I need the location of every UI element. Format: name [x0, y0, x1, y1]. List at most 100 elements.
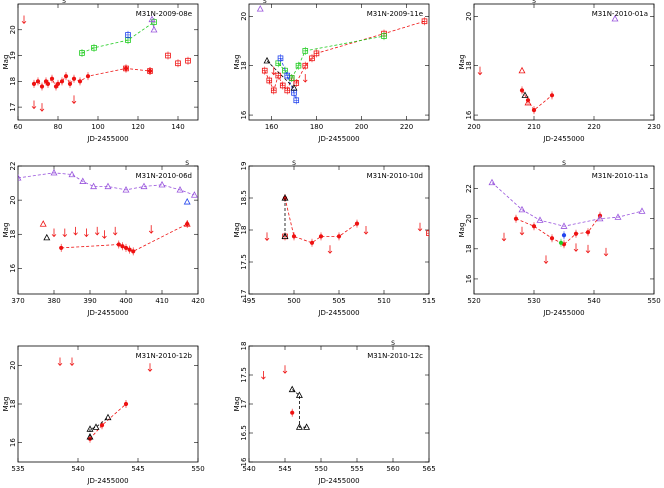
x-tick-label: 140 [171, 123, 184, 131]
data-point [549, 236, 555, 241]
upper-limit-arrowhead [21, 20, 27, 25]
x-tick-label: 550 [314, 465, 327, 473]
x-tick-label: 495 [242, 297, 255, 305]
data-point [90, 182, 98, 190]
data-point [558, 240, 564, 245]
plot-data [488, 178, 646, 264]
x-tick-label: 230 [647, 123, 660, 131]
series-line [266, 60, 295, 89]
data-point [79, 177, 87, 184]
data-point [518, 205, 526, 213]
x-tick-label: 560 [386, 465, 399, 473]
x-axis-label: JD-2455000 [542, 309, 584, 317]
data-point [518, 66, 526, 74]
data-point [39, 220, 47, 227]
plot-data [264, 194, 429, 254]
y-axis-label: Mag [233, 223, 241, 238]
upper-limit-arrowhead [51, 234, 57, 238]
x-axis-label: JD-2455000 [317, 135, 359, 143]
chart-panel: M31N-2009-11e 160 180 200 220 16 18 20 JD-245500… [233, 0, 430, 143]
upper-limit-arrowhead [147, 368, 153, 372]
data-point [49, 76, 55, 81]
y-axis-label: Mag [2, 397, 10, 412]
x-tick-label: 200 [467, 123, 480, 131]
y-tick-label: 20 [9, 25, 17, 34]
data-point [67, 81, 73, 87]
spectrum-marker: S [185, 160, 189, 167]
x-tick-label: 400 [119, 297, 132, 305]
x-tick-label: 540 [242, 465, 255, 473]
x-tick-label: 420 [191, 297, 204, 305]
data-point [39, 84, 45, 89]
data-point [86, 433, 94, 440]
series-line [277, 35, 385, 79]
plot-frame [473, 165, 655, 295]
y-tick-label: 19 [9, 51, 17, 60]
upper-limit-arrowhead [501, 238, 507, 242]
data-point [288, 385, 296, 393]
data-point [104, 413, 112, 421]
data-point [127, 247, 132, 252]
upper-limit-arrowhead [148, 230, 154, 234]
data-point [524, 98, 532, 106]
spectrum-marker: S [532, 0, 536, 5]
upper-limit-arrowhead [264, 237, 270, 241]
upper-limit-arrowhead [94, 232, 100, 236]
plot-frame [248, 165, 430, 295]
upper-limit-arrowhead [585, 250, 591, 254]
x-tick-label: 530 [527, 297, 540, 305]
upper-limit-arrowhead [417, 228, 423, 232]
y-tick-label: 18 [465, 244, 473, 253]
chart-title: M31N-2010-11a [592, 172, 648, 180]
plot-frame [17, 3, 199, 121]
upper-limit-arrowhead [102, 235, 107, 239]
data-point [59, 245, 64, 251]
chart-title: M31N-2010-12b [136, 352, 193, 360]
x-tick-label: 540 [587, 297, 600, 305]
plot-frame [473, 3, 655, 121]
data-point [92, 423, 100, 430]
y-tick-label: 18 [465, 61, 473, 70]
data-point [263, 56, 271, 64]
upper-limit-arrowhead [261, 376, 266, 380]
plot-data [57, 357, 153, 443]
data-point [561, 233, 567, 238]
y-tick-label: 18 [240, 61, 248, 70]
upper-limit-arrowhead [302, 79, 308, 83]
chart-panel: M31N-2010-11a 520 530 540 550 16 18 20 22 JD-2455… [458, 160, 661, 317]
x-tick-label: 180 [310, 123, 323, 131]
upper-limit-arrowhead [477, 72, 483, 76]
upper-limit-arrowhead [363, 231, 369, 235]
series-line [89, 417, 109, 437]
series-line [151, 19, 155, 30]
x-axis-label: JD-2455000 [86, 309, 128, 317]
series-line [515, 215, 601, 245]
data-point [549, 93, 555, 98]
data-point [291, 234, 297, 239]
data-point [290, 84, 298, 91]
upper-limit-arrowhead [39, 108, 45, 112]
chart-panel: M31N-2010-12c 540 545 550 555 560 565 16 16.5 17 1… [233, 340, 436, 485]
x-tick-label: 60 [14, 123, 23, 131]
data-point [116, 242, 121, 247]
x-tick-label: 390 [83, 297, 96, 305]
y-tick-label: 19 [240, 162, 248, 171]
data-point [560, 222, 568, 229]
data-point [59, 79, 65, 84]
data-point [295, 423, 303, 430]
chart-title: M31N-2010-01a [592, 10, 648, 18]
y-axis-label: Mag [233, 397, 241, 412]
y-axis-label: Mag [233, 55, 241, 70]
y-tick-label: 16 [465, 274, 473, 283]
y-axis-label: Mag [458, 223, 466, 238]
y-tick-label: 22 [9, 162, 17, 171]
x-tick-label: 545 [131, 465, 144, 473]
x-tick-label: 500 [287, 297, 300, 305]
plot-frame [17, 165, 199, 295]
spectrum-marker: S [292, 160, 296, 167]
data-point [318, 234, 324, 239]
series-line [264, 20, 425, 92]
spectrum-marker: S [62, 0, 66, 5]
x-tick-label: 370 [11, 297, 24, 305]
